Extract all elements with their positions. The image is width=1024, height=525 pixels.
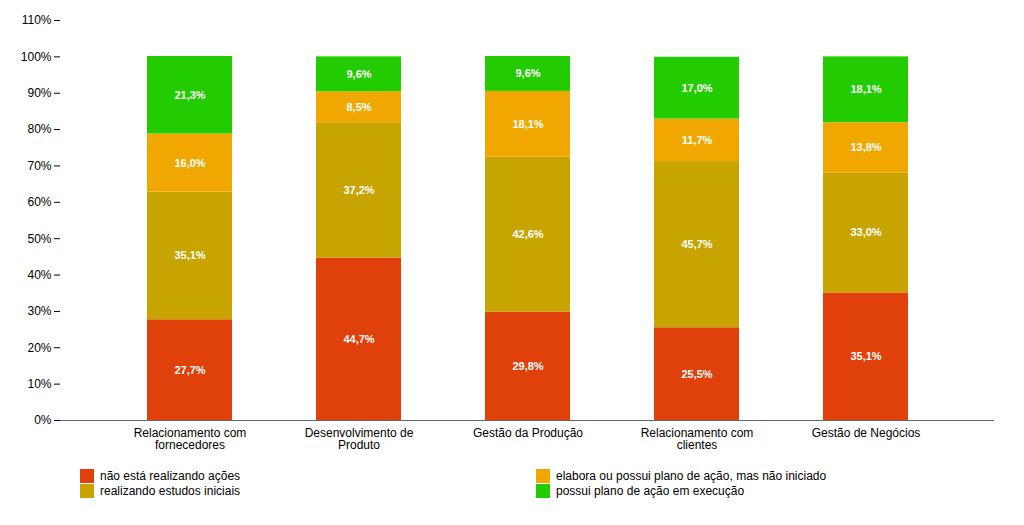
svg-text:35,1%: 35,1% bbox=[174, 249, 205, 261]
svg-text:25,5%: 25,5% bbox=[681, 368, 712, 380]
svg-text:45,7%: 45,7% bbox=[681, 238, 712, 250]
svg-text:33,0%: 33,0% bbox=[850, 226, 881, 238]
svg-text:21,3%: 21,3% bbox=[174, 89, 205, 101]
svg-text:42,6%: 42,6% bbox=[512, 228, 543, 240]
svg-text:37,2%: 37,2% bbox=[343, 184, 374, 196]
svg-text:27,7%: 27,7% bbox=[174, 364, 205, 376]
svg-text:44,7%: 44,7% bbox=[343, 333, 374, 345]
svg-text:18,1%: 18,1% bbox=[850, 83, 881, 95]
svg-text:110%: 110% bbox=[22, 13, 52, 27]
svg-text:13,8%: 13,8% bbox=[850, 141, 881, 153]
svg-text:8,5%: 8,5% bbox=[346, 101, 371, 113]
svg-text:0%: 0% bbox=[34, 413, 52, 427]
svg-text:100%: 100% bbox=[21, 50, 52, 64]
svg-text:35,1%: 35,1% bbox=[850, 350, 881, 362]
svg-text:60%: 60% bbox=[27, 195, 51, 209]
svg-text:9,6%: 9,6% bbox=[346, 68, 371, 80]
svg-text:Relacionamento comclientes: Relacionamento comclientes bbox=[641, 426, 754, 452]
svg-text:Relacionamento comfornecedores: Relacionamento comfornecedores bbox=[134, 426, 247, 452]
svg-text:90%: 90% bbox=[27, 86, 51, 100]
svg-text:50%: 50% bbox=[27, 232, 51, 246]
html-text:elabora ou possui plano de açã: elabora ou possui plano de ação, mas não… bbox=[556, 469, 827, 483]
svg-text:30%: 30% bbox=[27, 304, 51, 318]
svg-text:16,0%: 16,0% bbox=[174, 157, 205, 169]
svg-text:11,7%: 11,7% bbox=[682, 134, 713, 146]
svg-text:Gestão de Negócios: Gestão de Negócios bbox=[812, 426, 921, 440]
svg-text:40%: 40% bbox=[27, 268, 51, 282]
svg-text:17,0%: 17,0% bbox=[681, 82, 712, 94]
svg-text:18,1%: 18,1% bbox=[512, 118, 543, 130]
svg-text:Gestão da Produção: Gestão da Produção bbox=[473, 426, 583, 440]
html-text:realizando estudos iniciais: realizando estudos iniciais bbox=[100, 484, 241, 498]
svg-text:29,8%: 29,8% bbox=[512, 360, 543, 372]
svg-text:80%: 80% bbox=[27, 122, 51, 136]
svg-text:20%: 20% bbox=[27, 341, 51, 355]
svg-text:9,6%: 9,6% bbox=[515, 67, 540, 79]
svg-text:Desenvolvimento deProduto: Desenvolvimento deProduto bbox=[305, 426, 414, 452]
html-text:não está realizando ações: não está realizando ações bbox=[100, 469, 241, 483]
svg-text:70%: 70% bbox=[27, 159, 51, 173]
html-text:possui plano de ação em execuç: possui plano de ação em execução bbox=[556, 484, 745, 498]
svg-text:10%: 10% bbox=[27, 377, 51, 391]
